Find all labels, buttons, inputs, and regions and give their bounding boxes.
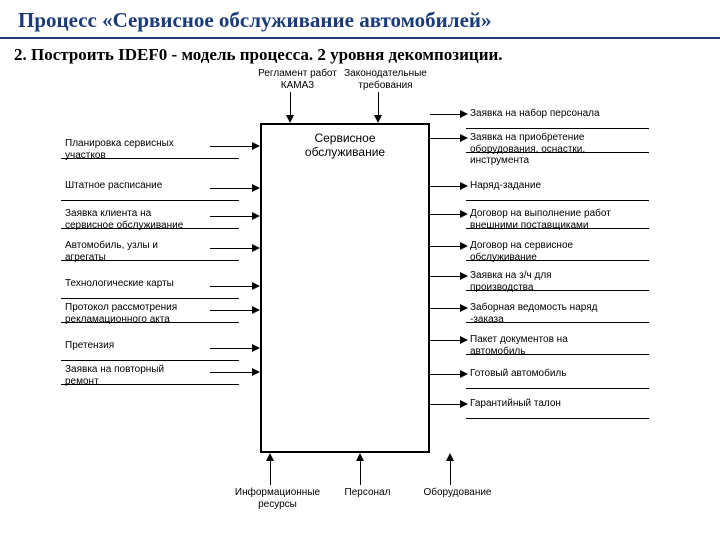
right-output-label: Готовый автомобиль [470,368,645,380]
left-input-label: Претензия [65,340,235,352]
left-input-label: Штатное расписание [65,180,235,192]
right-output-label: Заявка на набор персонала [470,108,645,120]
bottom-mechanism-label: Персонал [320,487,415,499]
left-input-label: Технологические карты [65,278,235,290]
bottom-mechanism-label: Оборудование [410,487,505,499]
bottom-mechanism-label: Информационные ресурсы [230,487,325,510]
main-box-label: Сервисное обслуживание [260,131,430,159]
right-output-label: Заявка на приобретение оборудования, осн… [470,132,645,167]
idef0-diagram: Сервисное обслуживание Регламент работ КА… [0,68,720,540]
main-box [260,123,430,453]
page-subtitle: 2. Построить IDEF0 - модель процесса. 2 … [0,39,720,69]
top-control-label: Регламент работ КАМАЗ [250,68,345,91]
page-title: Процесс «Сервисное обслуживание автомоби… [0,0,720,39]
top-control-label: Законодательные требования [338,68,433,91]
right-output-label: Наряд-задание [470,180,645,192]
right-output-label: Гарантийный талон [470,398,645,410]
